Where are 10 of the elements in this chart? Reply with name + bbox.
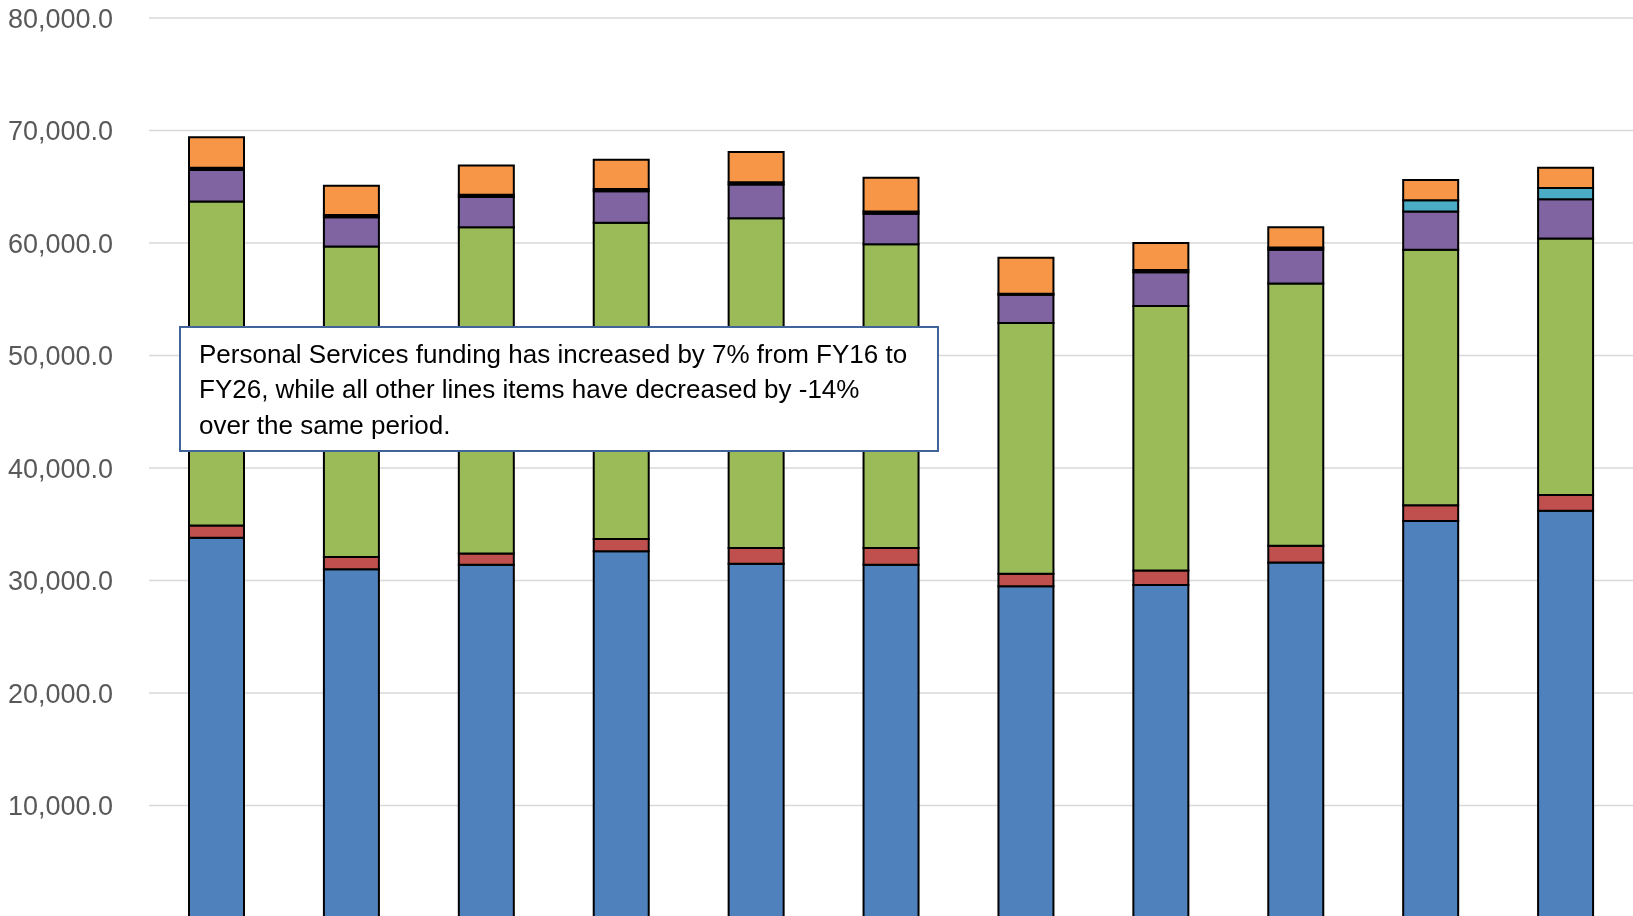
y-tick-label: 50,000.0 — [7, 341, 113, 372]
y-tick-label: 40,000.0 — [7, 453, 113, 484]
text-box: Personal Services funding has increased by 7% from FY16 to FY26, while all other lines items have decreased by -14% over the same period. — [179, 326, 939, 453]
annotation: Personal Services funding has increased by 7% from FY16 to FY26, while all other lines items have decreased by -14% over the same period. — [199, 339, 908, 440]
y-tick-label: 80,000.0 — [7, 3, 113, 34]
y-tick-label: 20,000.0 — [7, 678, 113, 709]
y-tick-label: 10,000.0 — [7, 791, 113, 822]
y-tick-label: 70,000.0 — [7, 116, 113, 147]
y-tick-label: 60,000.0 — [7, 228, 113, 259]
y-tick-label: 30,000.0 — [7, 566, 113, 597]
